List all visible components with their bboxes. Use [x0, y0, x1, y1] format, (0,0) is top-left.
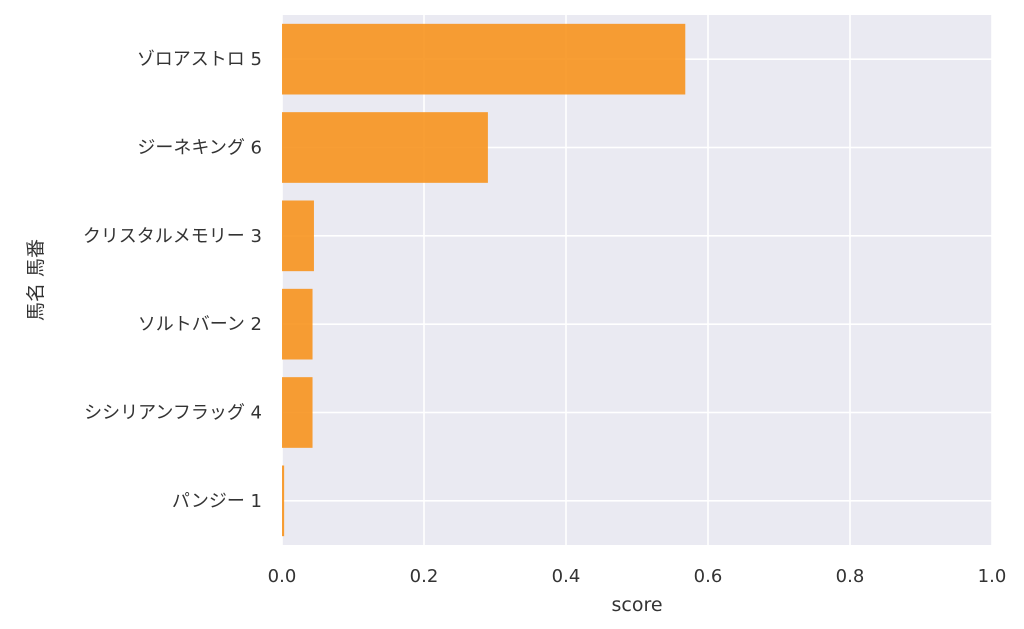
y-tick-labels: ゾロアストロ 5 ジーネキング 6 クリスタルメモリー 3 ソルトバーン 2 シシリアン…: [83, 49, 262, 512]
bar: [282, 200, 314, 272]
bar: [282, 465, 285, 537]
y-tick-label: ジーネキング 6: [137, 138, 262, 159]
x-tick-label: 1.0: [978, 566, 1007, 587]
y-tick-label: ゾロアストロ 5: [137, 49, 262, 70]
bar: [282, 112, 488, 183]
x-tick-label: 0.2: [410, 566, 439, 587]
x-axis-label: score: [611, 594, 662, 616]
bar: [282, 23, 686, 95]
y-tick-label: シシリアンフラッグ 4: [84, 403, 262, 424]
bar: [282, 377, 313, 448]
x-tick-label: 0.8: [836, 566, 865, 587]
x-tick-label: 0.4: [552, 566, 581, 587]
bars: [282, 23, 686, 537]
y-tick-label: ソルトバーン 2: [138, 314, 262, 335]
bar: [282, 288, 313, 360]
y-axis-label: 馬名 馬番: [25, 239, 47, 321]
y-tick-label: パンジー 1: [172, 491, 262, 512]
x-tick-label: 0.6: [694, 566, 723, 587]
x-tick-labels: 0.0 0.2 0.4 0.6 0.8 1.0: [268, 566, 1007, 587]
plot-area: [282, 15, 992, 545]
x-tick-label: 0.0: [268, 566, 297, 587]
y-tick-label: クリスタルメモリー 3: [83, 226, 262, 247]
